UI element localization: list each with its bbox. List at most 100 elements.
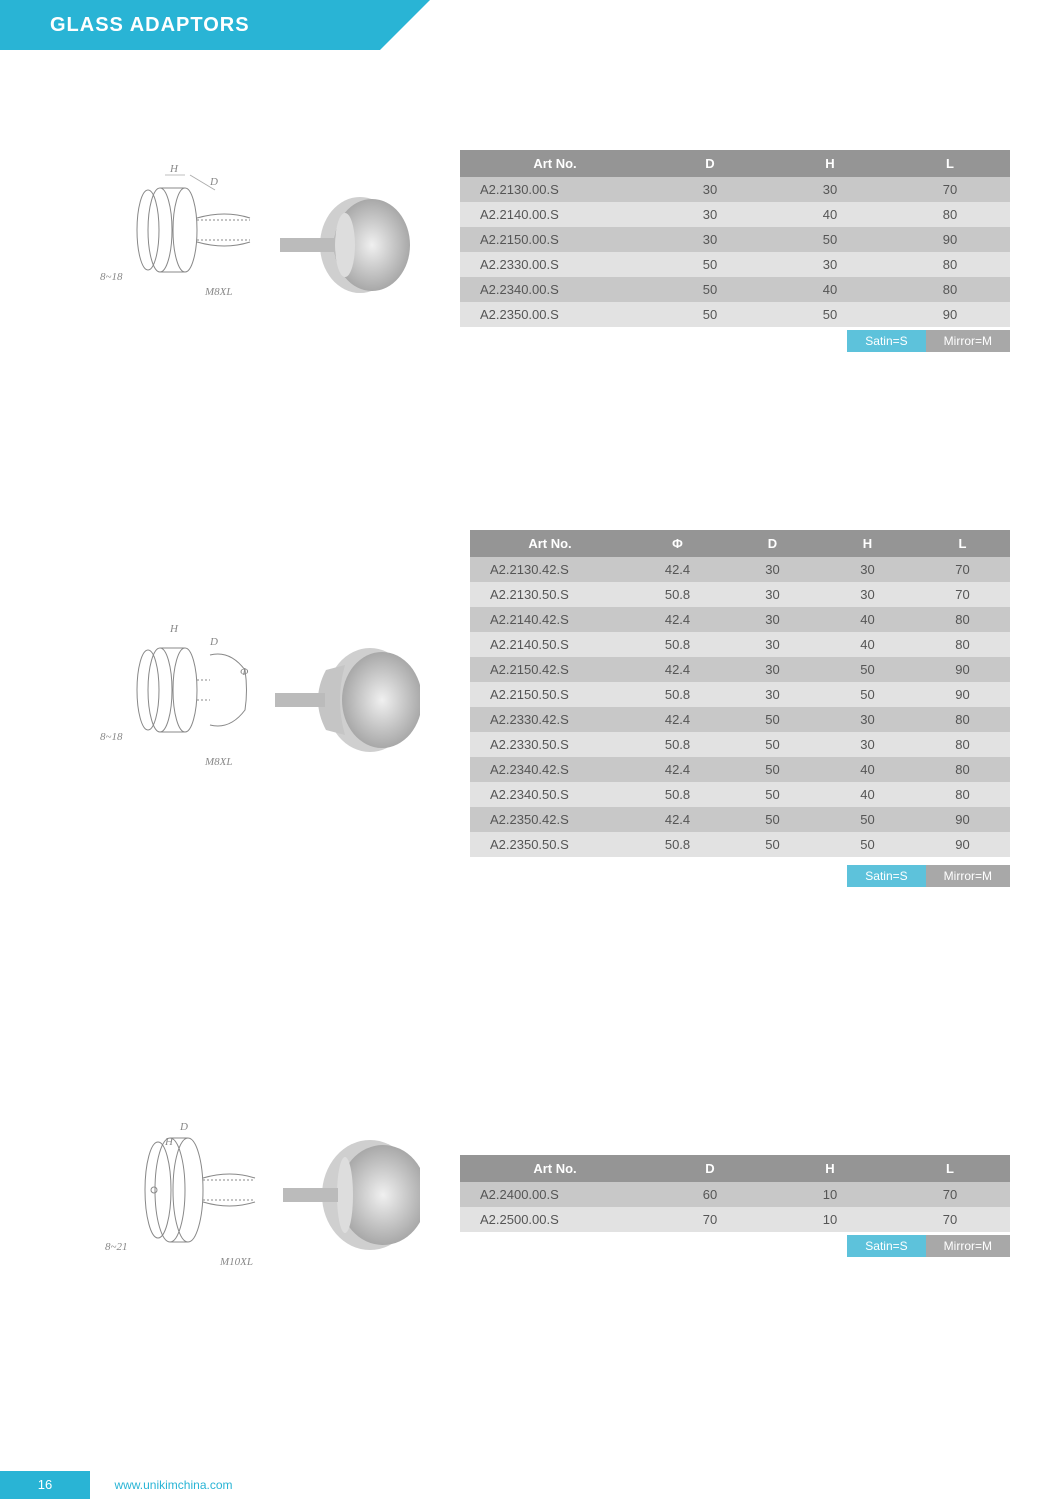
table-row: A2.2150.42.S42.4305090	[470, 657, 1010, 682]
table-row: A2.2130.42.S42.4303070	[470, 557, 1010, 582]
cell: 40	[820, 632, 915, 657]
cell: 10	[770, 1207, 890, 1232]
art-no: A2.2130.00.S	[460, 177, 650, 202]
cell: 80	[890, 202, 1010, 227]
header-title: GLASS ADAPTORS	[50, 14, 250, 37]
table-row: A2.2330.50.S50.8503080	[470, 732, 1010, 757]
art-no: A2.2330.42.S	[470, 707, 630, 732]
table-row: A2.2140.42.S42.4304080	[470, 607, 1010, 632]
cell: 50	[650, 302, 770, 327]
legend-2: Satin=SMirror=M	[847, 865, 1010, 887]
svg-text:D: D	[209, 636, 218, 648]
cell: 50	[725, 782, 820, 807]
col-header: L	[915, 530, 1010, 557]
cell: 50	[820, 832, 915, 857]
cell: 30	[725, 557, 820, 582]
cell: 50	[725, 807, 820, 832]
cell: 90	[890, 227, 1010, 252]
cell: 70	[890, 177, 1010, 202]
cell: 80	[915, 707, 1010, 732]
legend-1: Satin=SMirror=M	[847, 330, 1010, 352]
cell: 80	[915, 782, 1010, 807]
cell: 30	[725, 607, 820, 632]
cell: 30	[770, 177, 890, 202]
svg-text:8~18: 8~18	[100, 271, 123, 283]
legend-mirror: Mirror=M	[926, 1235, 1010, 1257]
table-row: A2.2350.42.S42.4505090	[470, 807, 1010, 832]
cell: 90	[915, 832, 1010, 857]
cell: 42.4	[630, 657, 725, 682]
art-no: A2.2350.42.S	[470, 807, 630, 832]
svg-text:M10XL: M10XL	[219, 1256, 253, 1268]
svg-text:H: H	[164, 1136, 174, 1148]
cell: 70	[650, 1207, 770, 1232]
art-no: A2.2140.50.S	[470, 632, 630, 657]
art-no: A2.2500.00.S	[460, 1207, 650, 1232]
diagram-1: HD 8~18 M8XL	[70, 150, 420, 335]
col-header: Art No.	[470, 530, 630, 557]
art-no: A2.2330.00.S	[460, 252, 650, 277]
art-no: A2.2150.42.S	[470, 657, 630, 682]
art-no: A2.2350.50.S	[470, 832, 630, 857]
cell: 70	[915, 582, 1010, 607]
col-header: H	[770, 1155, 890, 1182]
table-row: A2.2330.00.S503080	[460, 252, 1010, 277]
svg-text:Φ: Φ	[240, 666, 249, 678]
col-header: L	[890, 150, 1010, 177]
cell: 30	[725, 657, 820, 682]
svg-text:M8XL: M8XL	[204, 286, 233, 298]
col-header: Art No.	[460, 1155, 650, 1182]
col-header: L	[890, 1155, 1010, 1182]
svg-text:8~21: 8~21	[105, 1241, 127, 1253]
cell: 50.8	[630, 582, 725, 607]
cell: 80	[915, 732, 1010, 757]
cell: 42.4	[630, 707, 725, 732]
art-no: A2.2150.50.S	[470, 682, 630, 707]
art-no: A2.2340.50.S	[470, 782, 630, 807]
legend-satin: Satin=S	[847, 865, 925, 887]
cell: 50.8	[630, 732, 725, 757]
svg-text:D: D	[179, 1121, 188, 1133]
cell: 50	[725, 757, 820, 782]
footer-url: www.unikimchina.com	[114, 1478, 232, 1492]
table-row: A2.2500.00.S701070	[460, 1207, 1010, 1232]
cell: 50.8	[630, 832, 725, 857]
cell: 50	[820, 682, 915, 707]
cell: 10	[770, 1182, 890, 1207]
table-row: A2.2140.00.S304080	[460, 202, 1010, 227]
cell: 50.8	[630, 632, 725, 657]
cell: 60	[650, 1182, 770, 1207]
cell: 50	[650, 252, 770, 277]
cell: 30	[725, 582, 820, 607]
cell: 50.8	[630, 682, 725, 707]
cell: 80	[890, 277, 1010, 302]
cell: 40	[820, 782, 915, 807]
cell: 50	[650, 277, 770, 302]
cell: 30	[725, 682, 820, 707]
table-row: A2.2330.42.S42.4503080	[470, 707, 1010, 732]
svg-text:8~18: 8~18	[100, 731, 123, 743]
cell: 90	[915, 807, 1010, 832]
page-header: GLASS ADAPTORS	[0, 0, 380, 50]
cell: 42.4	[630, 557, 725, 582]
svg-text:D: D	[209, 176, 218, 188]
cell: 90	[915, 657, 1010, 682]
legend-satin: Satin=S	[847, 1235, 925, 1257]
art-no: A2.2340.00.S	[460, 277, 650, 302]
cell: 90	[890, 302, 1010, 327]
cell: 50	[820, 807, 915, 832]
col-header: H	[820, 530, 915, 557]
table-row: A2.2340.50.S50.8504080	[470, 782, 1010, 807]
cell: 50	[725, 707, 820, 732]
art-no: A2.2140.00.S	[460, 202, 650, 227]
art-no: A2.2340.42.S	[470, 757, 630, 782]
cell: 50	[725, 832, 820, 857]
col-header: D	[650, 150, 770, 177]
art-no: A2.2350.00.S	[460, 302, 650, 327]
cell: 90	[915, 682, 1010, 707]
table-row: A2.2350.00.S505090	[460, 302, 1010, 327]
art-no: A2.2150.00.S	[460, 227, 650, 252]
cell: 50	[820, 657, 915, 682]
cell: 30	[650, 202, 770, 227]
cell: 30	[820, 732, 915, 757]
